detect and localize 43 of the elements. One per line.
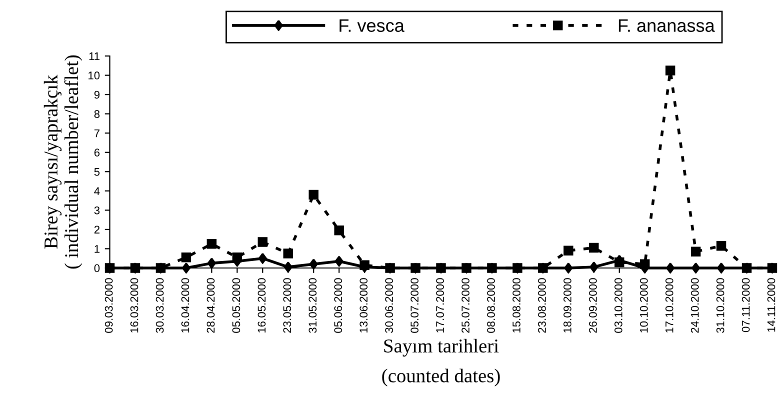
y-tick-label: 5 bbox=[94, 168, 100, 176]
x-tick-label: 08.08.2000 bbox=[487, 278, 495, 333]
x-tick-label: 23.08.2000 bbox=[538, 278, 546, 333]
x-tick-label: 05.05.2000 bbox=[232, 278, 240, 333]
y-tick-label: 0 bbox=[94, 264, 100, 272]
y-tick-label: 6 bbox=[94, 148, 100, 156]
x-tick-label: 16.04.2000 bbox=[181, 278, 190, 332]
x-tick-label: 13.06.2000 bbox=[360, 278, 368, 332]
y-axis-title: Birey sayısı/yaprakçık ( individual number/leaflet) bbox=[44, 55, 82, 269]
y-tick-label: 8 bbox=[94, 110, 100, 118]
x-tick-label: 31.05.2000 bbox=[308, 278, 317, 333]
x-tick-label: 23.05.2000 bbox=[283, 278, 292, 333]
legend-label: F. ananassa bbox=[618, 19, 715, 32]
x-axis-title: Sayım tarihleri (counted dates) bbox=[382, 338, 500, 386]
y-tick-label: 10 bbox=[88, 72, 100, 80]
y-tick-label: 2 bbox=[94, 226, 100, 234]
x-tick-label: 31.10.2000 bbox=[716, 278, 724, 333]
text: F. vesca bbox=[340, 19, 404, 32]
x-tick-label: 25.07.2000 bbox=[462, 278, 470, 333]
y-tick-label: 4 bbox=[94, 187, 100, 195]
x-tick-label: 24.10.2000 bbox=[690, 278, 699, 333]
y-tick-label: 7 bbox=[94, 129, 100, 138]
x-tick-label: 30.06.2000 bbox=[385, 278, 394, 333]
x-tick-label: 16.03.2000 bbox=[130, 278, 138, 332]
x-tick-label: 17.07.2000 bbox=[436, 278, 444, 332]
x-tick-label: 26.09.2000 bbox=[588, 278, 597, 333]
x-tick-label: 15.08.2000 bbox=[512, 278, 520, 332]
x-tick-label: 14.11.2000 bbox=[767, 278, 776, 332]
x-tick-label: 18.09.2000 bbox=[564, 278, 572, 332]
x-tick-label: 16.05.2000 bbox=[258, 278, 266, 332]
y-tick-label: 1 bbox=[94, 245, 100, 253]
x-tick-label: 05.07.2000 bbox=[410, 278, 419, 333]
x-tick-label: 05.06.2000 bbox=[334, 278, 342, 333]
x-tick-label: 03.10.2000 bbox=[614, 278, 622, 333]
x-tick-label: 10.10.2000 bbox=[640, 278, 648, 332]
y-tick-label: 11 bbox=[89, 52, 100, 60]
x-tick-label: 17.10.2000 bbox=[665, 278, 674, 332]
y-tick-label: 9 bbox=[94, 90, 100, 99]
x-tick-label: 28.04.2000 bbox=[206, 278, 215, 333]
y-tick-label: 3 bbox=[94, 206, 100, 214]
x-tick-label: 09.03.2000 bbox=[104, 278, 113, 333]
x-tick-label: 07.11.2000 bbox=[742, 278, 750, 332]
x-tick-label: 30.03.2000 bbox=[156, 278, 164, 333]
